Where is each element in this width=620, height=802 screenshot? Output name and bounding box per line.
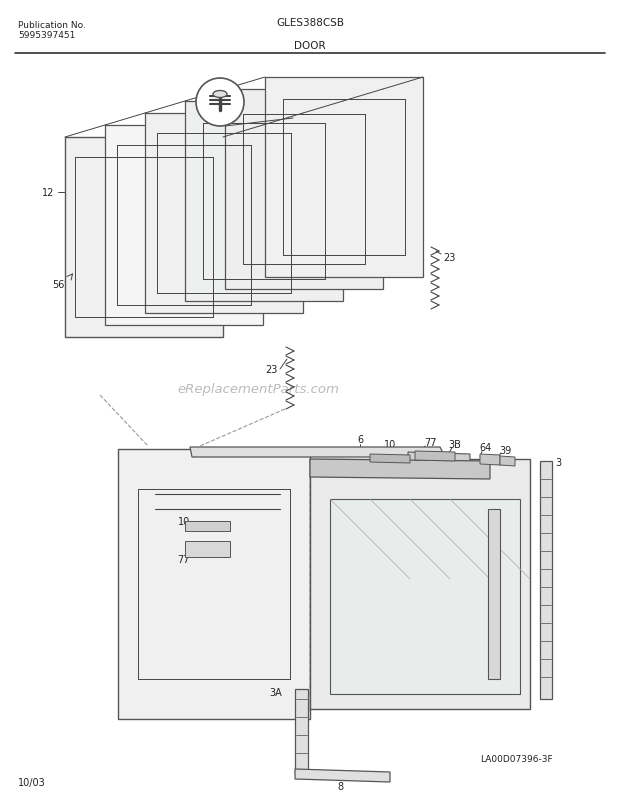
Polygon shape	[65, 138, 223, 338]
Text: 1: 1	[303, 135, 309, 145]
Polygon shape	[408, 452, 470, 468]
Ellipse shape	[213, 91, 227, 99]
Text: 39: 39	[499, 445, 511, 456]
Text: 10: 10	[384, 439, 396, 449]
Text: 4: 4	[510, 514, 516, 525]
Text: LA00D07396-3F: LA00D07396-3F	[480, 755, 552, 764]
Polygon shape	[145, 114, 303, 314]
Text: 7: 7	[292, 151, 298, 160]
Text: 18: 18	[204, 157, 216, 167]
Polygon shape	[265, 78, 423, 277]
Text: DOOR: DOOR	[294, 41, 326, 51]
Text: 77: 77	[423, 437, 436, 448]
Text: 56: 56	[285, 125, 298, 135]
Polygon shape	[500, 456, 515, 467]
Text: 77: 77	[177, 554, 190, 565]
Polygon shape	[295, 769, 390, 782]
Polygon shape	[185, 102, 343, 302]
Circle shape	[196, 79, 244, 127]
Text: GLES388CSB: GLES388CSB	[276, 18, 344, 28]
Polygon shape	[480, 455, 500, 465]
Polygon shape	[118, 449, 310, 719]
Text: 3: 3	[555, 457, 561, 468]
Text: 2: 2	[137, 164, 143, 175]
Text: 23: 23	[443, 253, 455, 263]
Text: 8: 8	[337, 781, 343, 791]
Polygon shape	[295, 689, 308, 774]
Polygon shape	[330, 500, 520, 695]
Polygon shape	[310, 460, 530, 709]
Text: eReplacementParts.com: eReplacementParts.com	[177, 383, 339, 396]
Text: 6: 6	[357, 435, 363, 444]
Text: 10: 10	[178, 516, 190, 526]
Polygon shape	[185, 521, 230, 532]
Polygon shape	[488, 509, 500, 679]
Polygon shape	[105, 126, 263, 326]
Text: 56: 56	[236, 95, 249, 105]
Text: 17: 17	[368, 172, 381, 183]
Polygon shape	[190, 448, 445, 457]
Polygon shape	[415, 452, 455, 461]
Polygon shape	[370, 455, 410, 464]
Text: 23: 23	[265, 365, 278, 375]
Text: 31: 31	[166, 178, 178, 188]
Text: 10/03: 10/03	[18, 777, 46, 787]
Text: 64: 64	[480, 443, 492, 452]
Text: Publication No.: Publication No.	[18, 22, 86, 30]
Text: 3B: 3B	[448, 439, 461, 449]
Polygon shape	[310, 460, 490, 480]
Text: 3A: 3A	[269, 687, 282, 697]
Polygon shape	[540, 461, 552, 699]
Text: 16: 16	[390, 187, 402, 196]
Polygon shape	[185, 541, 230, 557]
Text: 16: 16	[345, 158, 357, 168]
Text: 9: 9	[115, 158, 121, 168]
Text: 5995397451: 5995397451	[18, 31, 76, 40]
Text: 56: 56	[52, 280, 64, 290]
Polygon shape	[225, 90, 383, 290]
Text: 12: 12	[42, 188, 54, 198]
